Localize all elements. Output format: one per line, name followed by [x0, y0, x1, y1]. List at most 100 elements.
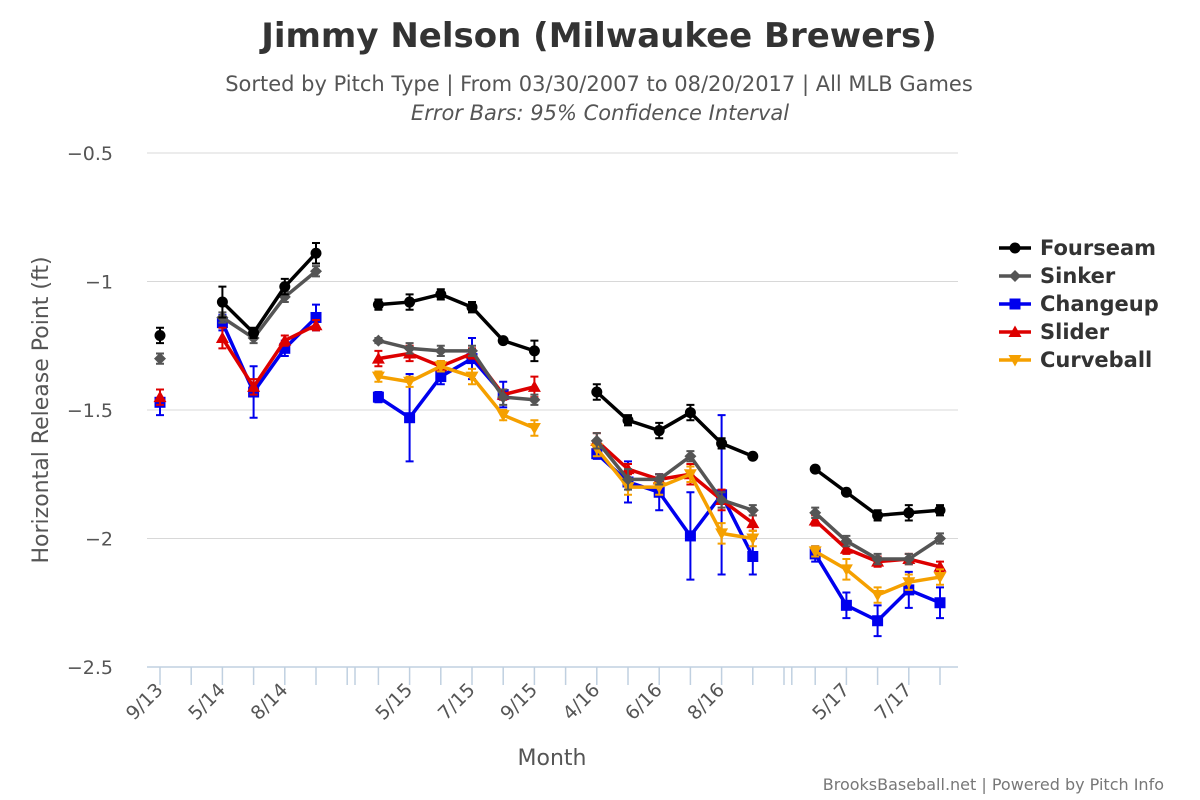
slider-line — [220, 323, 317, 389]
changeup-point — [872, 615, 884, 627]
curveball-point — [683, 469, 697, 481]
fourseam-point — [653, 425, 665, 437]
sinker-point — [403, 342, 416, 355]
grid-lines — [147, 152, 958, 539]
x-tick-label: 4/16 — [559, 679, 605, 725]
sinker-point — [934, 532, 946, 545]
x-tick-label: 7/15 — [434, 679, 480, 725]
slider-line — [378, 351, 535, 397]
fourseam-point — [934, 504, 946, 516]
fourseam-point — [903, 507, 915, 519]
sinker-point — [372, 334, 385, 347]
legend-item-slider[interactable]: Slider — [999, 320, 1110, 344]
legend-item-changeup[interactable]: Changeup — [999, 292, 1159, 316]
fourseam-point — [279, 281, 291, 293]
sinker-point — [590, 434, 603, 447]
x-axis: 9/13 5/14 8/14 5/15 7/15 9/15 4/16 6/16 8/16 5/17… — [122, 666, 958, 725]
legend-label: Slider — [1040, 320, 1110, 344]
curveball-point — [808, 546, 822, 558]
fourseam-point — [466, 301, 478, 313]
sinker-point — [653, 473, 666, 486]
changeup-point — [404, 412, 416, 424]
sinker-point — [871, 553, 884, 566]
y-tick-label: −2.5 — [67, 657, 113, 679]
curveball-point — [715, 528, 729, 540]
x-tick-label: 8/16 — [683, 679, 729, 725]
fourseam-line — [378, 292, 535, 353]
fourseam-line — [221, 252, 318, 335]
credits[interactable]: BrooksBaseball.net | Powered by Pitch In… — [823, 775, 1164, 794]
sinker-point — [154, 352, 166, 365]
y-axis-title: Horizontal Release Point (ft) — [29, 256, 54, 563]
sinker-point — [466, 344, 478, 357]
fourseam-point — [216, 296, 228, 308]
slider-point — [278, 334, 292, 346]
sinker-point — [715, 493, 728, 506]
slider-point — [371, 352, 385, 364]
plot-area — [153, 241, 947, 638]
fourseam-point — [747, 450, 759, 462]
slider-point — [527, 380, 541, 392]
curveball-line — [595, 447, 754, 541]
chart-subtitle: Sorted by Pitch Type | From 03/30/2007 t… — [225, 72, 973, 97]
changeup-point — [310, 311, 322, 323]
x-tick-label: 9/13 — [122, 679, 168, 725]
series-sinker — [154, 265, 946, 566]
fourseam-point — [435, 288, 447, 300]
fourseam-line — [595, 390, 754, 458]
fourseam-point — [716, 437, 728, 449]
sinker-point — [497, 391, 510, 404]
curveball-point — [496, 410, 510, 422]
sinker-point — [902, 553, 915, 566]
curveball-line — [378, 364, 536, 430]
fourseam-line — [814, 467, 941, 518]
legend-item-curveball[interactable]: Curveball — [999, 348, 1152, 372]
fourseam-point — [154, 329, 166, 341]
sinker-point — [622, 473, 634, 486]
slider-point — [746, 516, 760, 529]
fourseam-point — [497, 335, 509, 347]
fourseam-point — [404, 296, 416, 308]
series-fourseam — [154, 241, 946, 522]
curveball-point — [527, 422, 541, 435]
x-tick-label: 6/16 — [621, 679, 667, 725]
sinker-point — [840, 535, 853, 548]
x-tick-label: 9/15 — [496, 679, 542, 725]
fourseam-point — [591, 386, 603, 398]
y-tick-label: −2 — [85, 529, 113, 551]
legend[interactable]: Fourseam Sinker Changeup Slider Curveball — [999, 236, 1159, 372]
slider-point — [309, 318, 323, 331]
series-slider — [153, 318, 947, 573]
sinker-point — [434, 344, 447, 357]
sinker-point — [528, 393, 541, 406]
changeup-point — [372, 391, 384, 403]
sinker-point — [809, 506, 822, 519]
curveball-point — [371, 371, 385, 384]
fourseam-point — [872, 509, 884, 521]
sinker-line — [595, 439, 754, 512]
curveball-point — [434, 361, 448, 373]
legend-item-sinker[interactable]: Sinker — [999, 264, 1116, 288]
changeup-point — [435, 371, 447, 383]
legend-marker-icon — [1009, 242, 1021, 254]
fourseam-point — [372, 299, 384, 311]
series-changeup — [154, 303, 946, 638]
sinker-point — [310, 265, 322, 278]
x-tick-label: 5/15 — [371, 679, 417, 725]
y-tick-label: −1.5 — [67, 400, 113, 422]
legend-marker-icon — [1008, 325, 1022, 337]
x-tick-label: 7/17 — [871, 679, 917, 725]
legend-label: Fourseam — [1040, 236, 1156, 260]
curveball-point — [871, 590, 885, 602]
x-tick-label: 5/17 — [808, 679, 854, 725]
y-tick-label: −1 — [85, 272, 113, 294]
x-tick-label: 8/14 — [247, 679, 293, 725]
chart-title: Jimmy Nelson (Milwaukee Brewers) — [259, 16, 937, 56]
legend-item-fourseam[interactable]: Fourseam — [999, 236, 1156, 260]
changeup-point — [684, 530, 696, 542]
curveball-point — [933, 572, 947, 584]
curveball-point — [839, 564, 853, 576]
curveball-point — [465, 371, 479, 384]
legend-marker-icon — [1009, 298, 1021, 310]
